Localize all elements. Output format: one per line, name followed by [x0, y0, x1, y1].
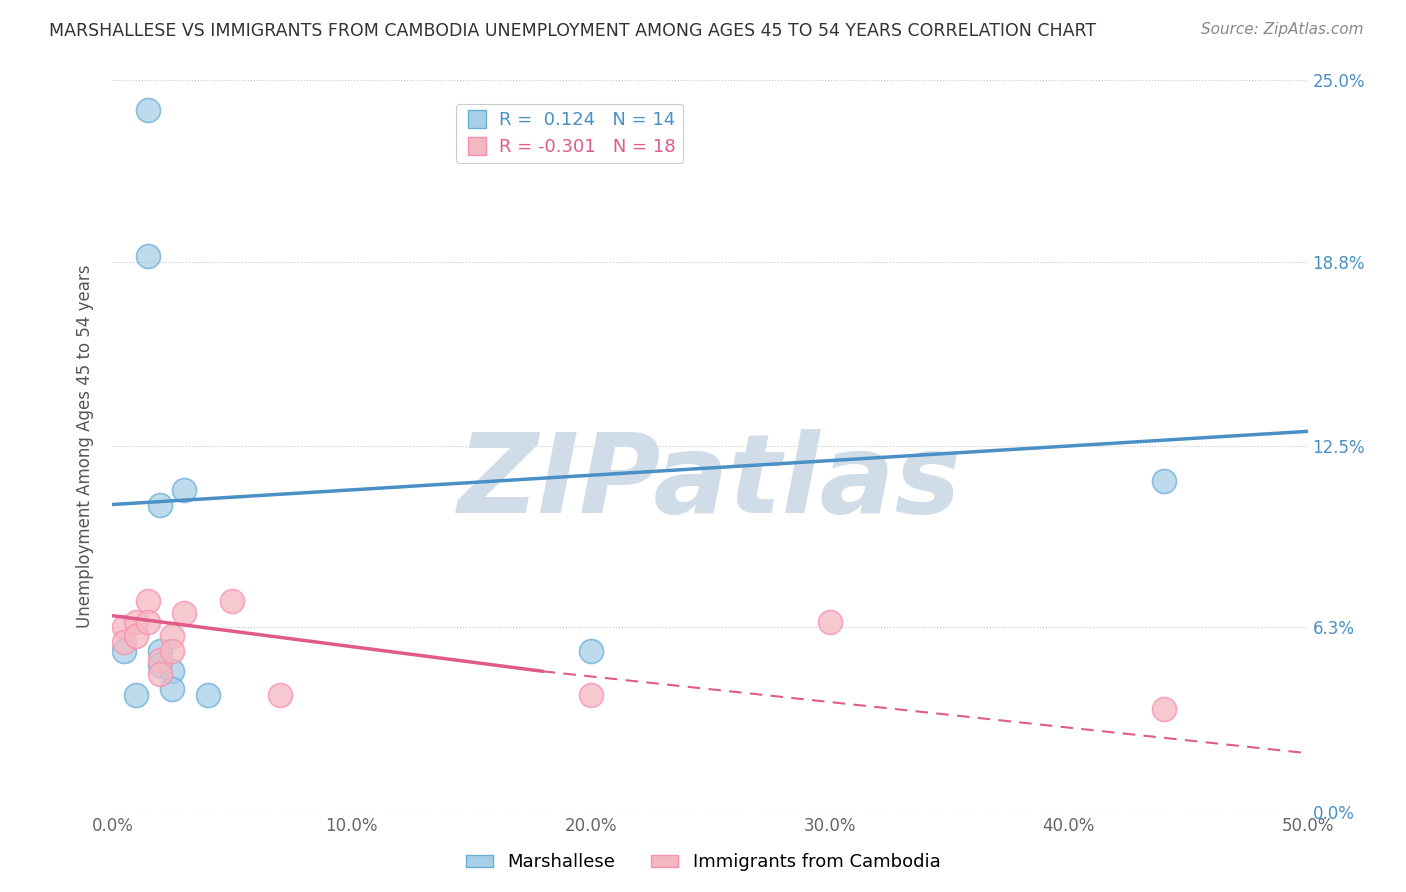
Point	[818, 615, 841, 629]
Point	[138, 615, 160, 629]
Point	[197, 688, 219, 702]
Point	[114, 644, 135, 658]
Text: ZIPatlas: ZIPatlas	[458, 429, 962, 536]
Point	[138, 103, 160, 117]
Text: MARSHALLESE VS IMMIGRANTS FROM CAMBODIA UNEMPLOYMENT AMONG AGES 45 TO 54 YEARS C: MARSHALLESE VS IMMIGRANTS FROM CAMBODIA …	[49, 22, 1097, 40]
Point	[138, 594, 160, 608]
Point	[149, 498, 172, 512]
Legend: R =  0.124   N = 14, R = -0.301   N = 18: R = 0.124 N = 14, R = -0.301 N = 18	[456, 104, 683, 163]
Point	[579, 688, 602, 702]
Point	[114, 635, 135, 649]
Point	[162, 644, 183, 658]
Point	[162, 629, 183, 643]
Point	[162, 665, 183, 679]
Point	[149, 644, 172, 658]
Point	[125, 688, 148, 702]
Point	[221, 594, 243, 608]
Point	[162, 681, 183, 696]
Point	[114, 620, 135, 634]
Point	[269, 688, 291, 702]
Point	[149, 667, 172, 681]
Point	[125, 615, 148, 629]
Legend: Marshallese, Immigrants from Cambodia: Marshallese, Immigrants from Cambodia	[458, 847, 948, 879]
Point	[1153, 702, 1175, 716]
Y-axis label: Unemployment Among Ages 45 to 54 years: Unemployment Among Ages 45 to 54 years	[76, 264, 94, 628]
Point	[579, 644, 602, 658]
Point	[138, 249, 160, 263]
Point	[173, 606, 195, 620]
Point	[149, 652, 172, 666]
Point	[149, 658, 172, 673]
Point	[173, 483, 195, 497]
Point	[1153, 474, 1175, 488]
Text: Source: ZipAtlas.com: Source: ZipAtlas.com	[1201, 22, 1364, 37]
Point	[125, 629, 148, 643]
